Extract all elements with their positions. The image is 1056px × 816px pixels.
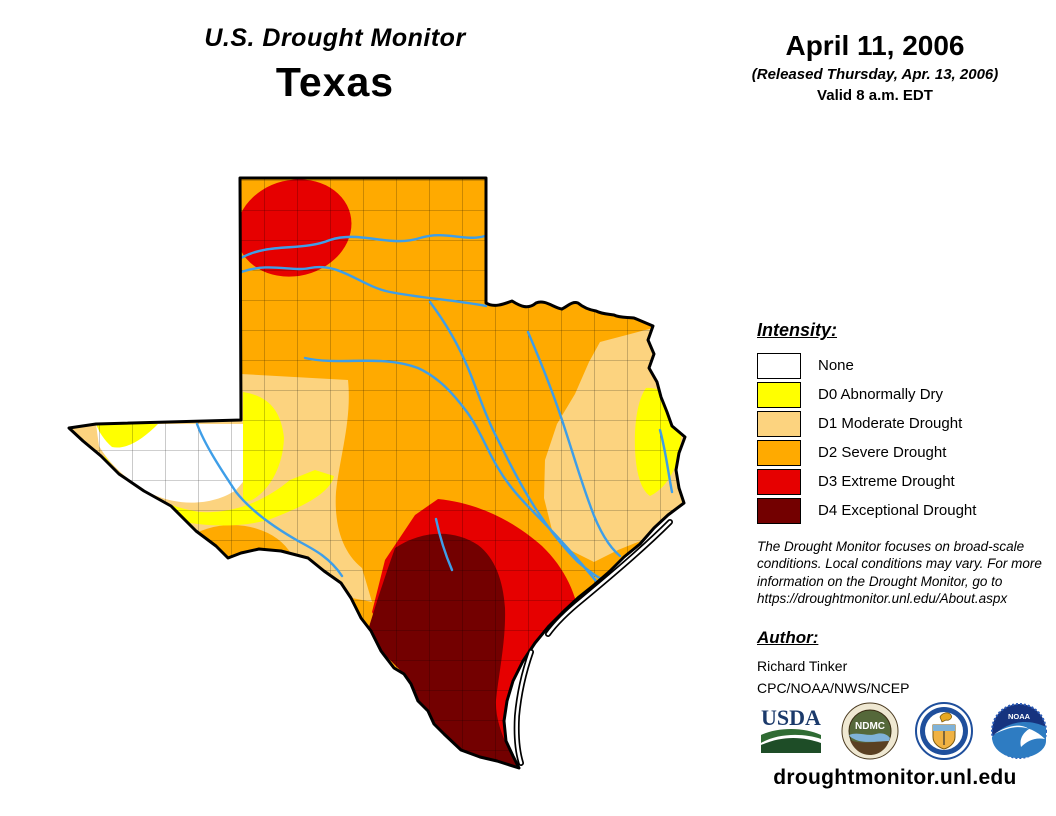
- legend-heading: Intensity:: [757, 320, 838, 340]
- author-block: Author: Richard Tinker CPC/NOAA/NWS/NCEP: [757, 628, 1056, 696]
- legend-row-none: None: [757, 351, 1047, 380]
- legend-row-d0: D0 Abnormally Dry: [757, 380, 1047, 409]
- svg-text:NDMC: NDMC: [855, 721, 885, 732]
- legend-swatch-d2: [757, 439, 801, 466]
- river-red-fork: [239, 265, 488, 308]
- page-title: U.S. Drought Monitor: [204, 24, 466, 52]
- legend-label-d4: D4 Exceptional Drought: [818, 502, 977, 519]
- valid-time: Valid 8 a.m. EDT: [817, 87, 933, 104]
- legend-swatch-d1: [757, 410, 801, 437]
- river-pecos: [195, 422, 344, 578]
- author-name: Richard Tinker: [757, 658, 848, 674]
- legend-row-d2: D2 Severe Drought: [757, 438, 1047, 467]
- county-lines: [69, 178, 685, 768]
- legend-swatch-d4: [757, 497, 801, 524]
- logo-row: USDA NDMC NOAA: [758, 702, 1048, 760]
- legend-label-d0: D0 Abnormally Dry: [818, 386, 944, 403]
- ndmc-logo: NDMC: [841, 702, 899, 760]
- release-date: (Released Thursday, Apr. 13, 2006): [751, 66, 999, 83]
- barrier-islands: [513, 519, 673, 766]
- usda-logo: USDA: [761, 705, 821, 753]
- doc-logo: [915, 702, 974, 760]
- legend-swatch-d3: [757, 468, 801, 495]
- svg-text:USDA: USDA: [761, 705, 821, 730]
- author-heading: Author:: [757, 628, 819, 647]
- legend-label-d2: D2 Severe Drought: [818, 444, 947, 461]
- river-sabine: [658, 428, 674, 494]
- noaa-logo: NOAA: [990, 703, 1047, 759]
- texas-state-border: [67, 176, 687, 770]
- river-canadian: [239, 234, 487, 260]
- legend-label-d1: D1 Moderate Drought: [818, 415, 963, 432]
- date-block: April 11, 2006 (Released Thursday, Apr. …: [715, 30, 1035, 104]
- river-brazos: [428, 300, 606, 582]
- disclaimer-text: The Drought Monitor focuses on broad-sca…: [757, 539, 1042, 606]
- legend: Intensity: None D0 Abnormally Dry D1 Mod…: [757, 320, 1047, 525]
- svg-text:NOAA: NOAA: [1008, 712, 1031, 721]
- author-org: CPC/NOAA/NWS/NCEP: [757, 680, 910, 696]
- legend-label-none: None: [818, 357, 854, 374]
- legend-swatch-d0: [757, 381, 801, 408]
- river-devils: [434, 517, 454, 572]
- rivers: [195, 234, 674, 588]
- state-title: Texas: [275, 59, 395, 105]
- footer-url: droughtmonitor.unl.edu: [773, 766, 1017, 789]
- river-trinity: [526, 330, 622, 558]
- map-date: April 11, 2006: [785, 30, 965, 61]
- legend-swatch-none: [757, 352, 801, 379]
- legend-row-d1: D1 Moderate Drought: [757, 409, 1047, 438]
- legend-row-d4: D4 Exceptional Drought: [757, 496, 1047, 525]
- legend-label-d3: D3 Extreme Drought: [818, 473, 955, 490]
- title-block: U.S. Drought Monitor Texas: [160, 24, 510, 106]
- legend-row-d3: D3 Extreme Drought: [757, 467, 1047, 496]
